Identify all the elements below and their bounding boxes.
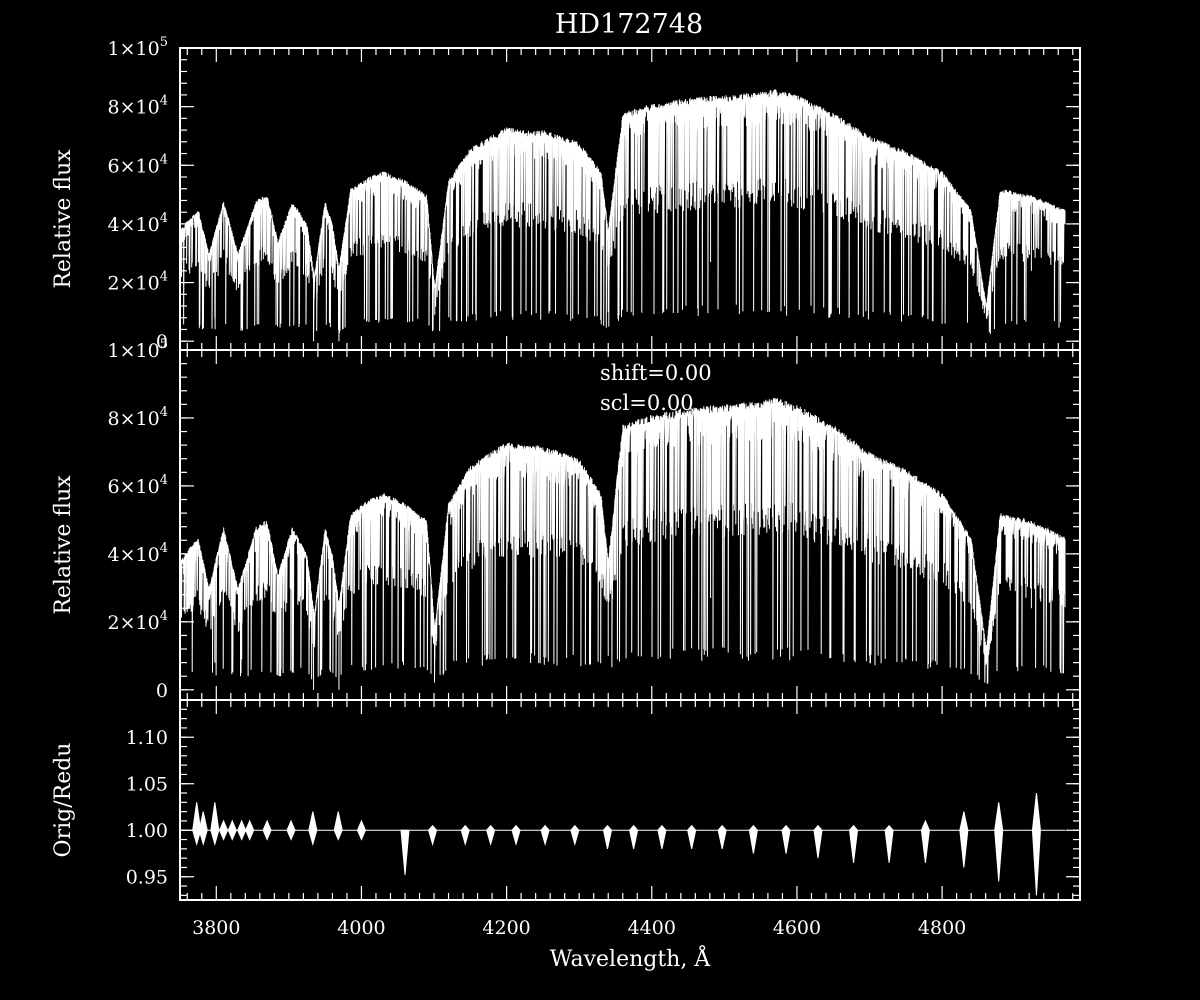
y-tick-label: 1×105 — [108, 35, 168, 60]
y-tick-label: 1.00 — [126, 820, 168, 842]
y-axis-label-ratio: Orig/Redu — [51, 743, 76, 858]
y-tick-label: 8×104 — [108, 94, 168, 119]
ratio-feature — [227, 819, 237, 841]
y-tick-label: 4×104 — [108, 541, 168, 566]
panel-frame-ratio — [179, 699, 1081, 901]
x-tick-label: 4000 — [337, 917, 385, 939]
ratio-feature — [460, 824, 470, 847]
chart-title: HD172748 — [555, 9, 703, 40]
ratio-feature — [262, 819, 272, 841]
y-axis-label-original: Relative flux — [51, 149, 76, 289]
ratio-feature — [602, 824, 613, 849]
y-tick-label: 4×104 — [108, 211, 168, 236]
ratio-feature — [286, 819, 296, 841]
ratio-feature — [657, 824, 667, 849]
ratio-feature — [994, 802, 1004, 882]
ratio-feature — [486, 824, 496, 847]
y-tick-label: 0.95 — [126, 867, 168, 889]
ratio-feature — [308, 811, 318, 847]
ratio-feature — [717, 824, 727, 849]
ratio-feature — [245, 819, 255, 841]
x-axis-label: Wavelength, Å — [550, 944, 712, 972]
ratio-feature — [1031, 792, 1041, 896]
y-tick-label: 1×105 — [108, 337, 168, 362]
panel-annotation: scl=0.00 — [600, 391, 694, 415]
y-tick-label: 0 — [156, 331, 168, 353]
ratio-feature — [428, 824, 438, 847]
ratio-feature — [959, 811, 969, 868]
ratio-feature — [540, 824, 550, 847]
y-tick-label: 2×104 — [108, 609, 168, 634]
ratio-feature — [629, 824, 639, 849]
y-tick-label: 8×104 — [108, 405, 168, 430]
x-tick-label: 4200 — [482, 917, 530, 939]
y-tick-label: 1.05 — [126, 774, 168, 796]
ratio-feature — [781, 824, 791, 854]
y-tick-label: 0 — [156, 680, 168, 702]
y-tick-label: 1.10 — [126, 727, 168, 749]
panel-annotation: shift=0.00 — [600, 361, 712, 385]
y-axis-label-reduced: Relative flux — [51, 475, 76, 615]
ratio-feature — [219, 819, 229, 841]
y-tick-label: 6×104 — [108, 473, 168, 498]
y-tick-label: 2×104 — [108, 270, 168, 295]
ratio-feature — [198, 811, 208, 847]
ratio-feature — [849, 824, 859, 863]
spectrum-line-reduced — [179, 397, 1066, 685]
x-tick-label: 4400 — [628, 917, 676, 939]
spectrum-line-original — [179, 89, 1066, 335]
ratio-feature — [400, 829, 410, 875]
ratio-feature — [884, 824, 894, 863]
ratio-feature — [920, 819, 930, 863]
y-tick-label: 6×104 — [108, 152, 168, 177]
x-tick-label: 4600 — [773, 917, 821, 939]
ratio-feature — [687, 824, 697, 849]
ratio-feature — [333, 811, 343, 841]
ratio-feature — [356, 819, 366, 841]
ratio-feature — [210, 802, 220, 847]
x-tick-label: 3800 — [192, 917, 240, 939]
x-tick-label: 4800 — [918, 917, 966, 939]
ratio-feature — [570, 824, 580, 847]
ratio-feature — [748, 824, 758, 854]
ratio-feature — [511, 824, 521, 847]
ratio-feature — [813, 824, 823, 859]
